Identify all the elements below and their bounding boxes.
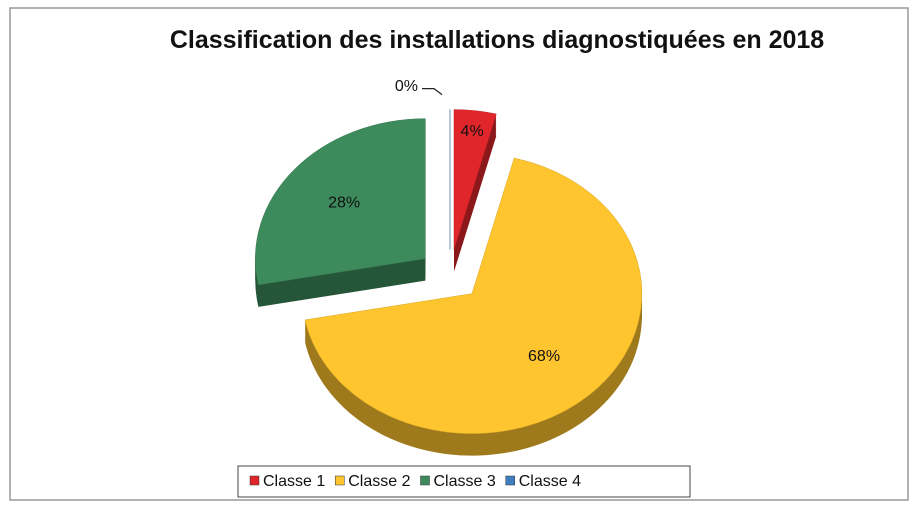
slice [304,157,643,434]
data-label: 68% [528,348,560,365]
legend-swatch [249,475,260,486]
legend-label: Classe 3 [434,473,496,490]
legend-box [237,465,691,498]
legend-swatch [420,475,430,486]
leader-line [422,88,443,96]
legend-label: Classe 1 [263,473,325,490]
data-label: 0% [395,78,418,95]
data-label: 4% [461,123,484,140]
slice [255,118,426,286]
slice [453,109,497,250]
data-label: 28% [328,195,360,212]
legend-label: Classe 2 [348,473,410,490]
legend-swatch [335,475,345,486]
legend-swatch [505,475,515,486]
legend-label: Classe 4 [519,473,581,490]
chart-title: Classification des installations diagnos… [169,26,825,54]
